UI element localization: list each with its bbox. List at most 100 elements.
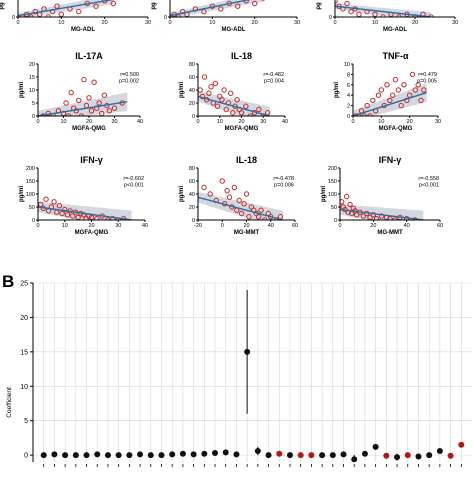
- x-tick-label: 10: [209, 20, 215, 26]
- y-axis-label: pg/ml: [179, 82, 185, 98]
- stat-label: r=0.479: [418, 72, 437, 78]
- plot-area: [339, 194, 423, 229]
- data-point: [202, 75, 206, 79]
- y-tick-label: 60: [189, 179, 195, 185]
- y-tick-label: 150: [328, 179, 337, 185]
- y-tick-label: 15: [20, 349, 28, 356]
- y-axis-label: pg/ml: [334, 82, 340, 98]
- plot-area: [168, 0, 266, 19]
- chart-title: IFN-γ: [80, 155, 103, 165]
- data-point: [379, 88, 383, 92]
- x-tick-label: 10: [217, 119, 223, 125]
- y-tick-label: 10: [29, 88, 35, 94]
- data-point: [396, 88, 400, 92]
- data-point: [213, 81, 217, 85]
- y-axis-label: pg/ml: [19, 186, 25, 202]
- data-point: [227, 195, 231, 199]
- stat-label: p=0.002: [119, 79, 139, 85]
- x-tick-label: -20: [194, 223, 202, 229]
- chart-title: IL-18: [236, 155, 257, 165]
- coefficient-point: [223, 449, 229, 455]
- stat-label: p=0.004: [264, 79, 284, 85]
- y-axis-label: Coefficient: [6, 387, 13, 418]
- x-tick-label: 0: [16, 20, 19, 26]
- x-tick-label: 30: [260, 119, 266, 125]
- stat-label: p=0.005: [417, 79, 437, 85]
- y-tick-label: 20: [20, 315, 28, 322]
- x-tick-label: 10: [378, 119, 384, 125]
- data-point: [225, 189, 229, 193]
- plot-area: [38, 77, 127, 121]
- panel-b-label: B: [2, 272, 14, 291]
- data-point: [59, 12, 63, 16]
- plot-area: [16, 0, 116, 19]
- data-point: [102, 93, 106, 97]
- x-axis-label: MG-ADL: [71, 27, 95, 33]
- chart-top-right: [333, 0, 455, 22]
- chart-title: TNF-α: [382, 51, 408, 61]
- coefficient-point: [298, 452, 304, 458]
- coefficient-point: [373, 444, 379, 450]
- x-tick-label: 20: [412, 20, 418, 26]
- plot-area: [333, 0, 433, 22]
- coefficient-point: [191, 451, 197, 457]
- coefficient-point: [415, 453, 421, 459]
- x-tick-label: 20: [252, 20, 258, 26]
- data-point: [402, 83, 406, 87]
- y-tick-label: 4: [347, 93, 350, 99]
- x-tick-label: 0: [338, 223, 341, 229]
- x-tick-label: 20: [102, 20, 108, 26]
- coefficient-point: [319, 452, 325, 458]
- y-tick-label: 10: [20, 384, 28, 391]
- y-axis-label: pg/ml: [179, 186, 185, 202]
- x-tick-label: 0: [36, 223, 39, 229]
- y-tick-label: 60: [189, 75, 195, 81]
- x-tick-label: 30: [111, 119, 117, 125]
- y-axis-label: pg/ml: [321, 186, 327, 202]
- y-tick-label: 0: [24, 453, 28, 460]
- coefficient-point: [437, 448, 443, 454]
- coefficient-point: [233, 451, 239, 457]
- y-tick-label: 50: [331, 205, 337, 211]
- plot-area: [353, 72, 427, 121]
- data-point: [87, 96, 91, 100]
- stat-label: r=-0.478: [273, 176, 294, 182]
- coefficient-point: [383, 453, 389, 459]
- coefficient-point: [201, 451, 207, 457]
- stat-label: p=0.006: [274, 183, 294, 189]
- x-tick-label: 0: [221, 223, 224, 229]
- coefficient-point: [394, 454, 400, 460]
- x-axis-label: MGFA-QMG: [75, 230, 109, 236]
- data-point: [69, 90, 73, 94]
- confidence-band: [340, 204, 423, 229]
- data-point: [209, 85, 213, 89]
- coefficient-point: [212, 450, 218, 456]
- data-point: [371, 98, 375, 102]
- x-tick-label: 40: [282, 119, 288, 125]
- coefficient-point: [116, 452, 122, 458]
- y-tick-label: 2: [347, 104, 350, 110]
- data-point: [228, 91, 232, 95]
- x-tick-label: 10: [372, 20, 378, 26]
- x-tick-label: 20: [370, 223, 376, 229]
- y-tick-label: 20: [189, 101, 195, 107]
- x-axis-label: MG-MMT: [234, 230, 260, 236]
- y-tick-label: 0: [164, 15, 167, 21]
- coefficient-point: [426, 452, 432, 458]
- data-point: [64, 101, 68, 105]
- data-point: [202, 185, 206, 189]
- stat-label: r=-0.602: [123, 176, 144, 182]
- coefficient-point: [244, 349, 250, 355]
- chart-title: IL-18: [231, 51, 252, 61]
- y-tick-label: 0: [192, 114, 195, 120]
- chart-title: IL-17A: [75, 51, 103, 61]
- x-tick-label: 30: [435, 119, 441, 125]
- coefficient-point: [94, 451, 100, 457]
- coefficient-point: [266, 452, 272, 458]
- y-tick-label: 0: [12, 15, 15, 21]
- x-tick-label: 0: [196, 119, 199, 125]
- y-tick-label: 20: [29, 62, 35, 68]
- y-axis-label: pg: [0, 2, 5, 10]
- data-point: [244, 192, 248, 196]
- x-tick-label: 30: [294, 20, 300, 26]
